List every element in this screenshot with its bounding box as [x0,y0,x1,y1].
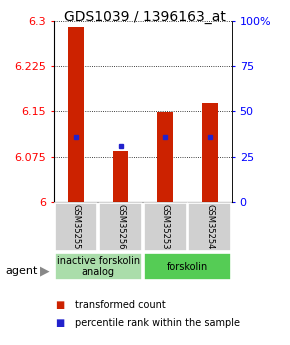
Bar [113,150,128,202]
Bar [144,203,186,251]
Bar [157,112,173,202]
Text: GDS1039 / 1396163_at: GDS1039 / 1396163_at [64,10,226,24]
Text: inactive forskolin
analog: inactive forskolin analog [57,256,140,277]
Bar [202,104,218,202]
Text: GSM35254: GSM35254 [205,204,214,249]
Text: forskolin: forskolin [167,262,208,272]
Bar [55,203,97,251]
Text: agent: agent [6,266,38,276]
Text: ▶: ▶ [40,264,50,277]
Bar [99,203,142,251]
Text: transformed count: transformed count [75,300,166,310]
Bar [55,253,142,280]
Bar [144,253,231,280]
Text: GSM35256: GSM35256 [116,204,125,249]
Text: GSM35253: GSM35253 [161,204,170,249]
Text: ■: ■ [55,300,64,310]
Text: percentile rank within the sample: percentile rank within the sample [75,318,240,328]
Text: GSM35255: GSM35255 [71,204,80,249]
Text: ■: ■ [55,318,64,328]
Bar [68,27,84,202]
Bar [188,203,231,251]
